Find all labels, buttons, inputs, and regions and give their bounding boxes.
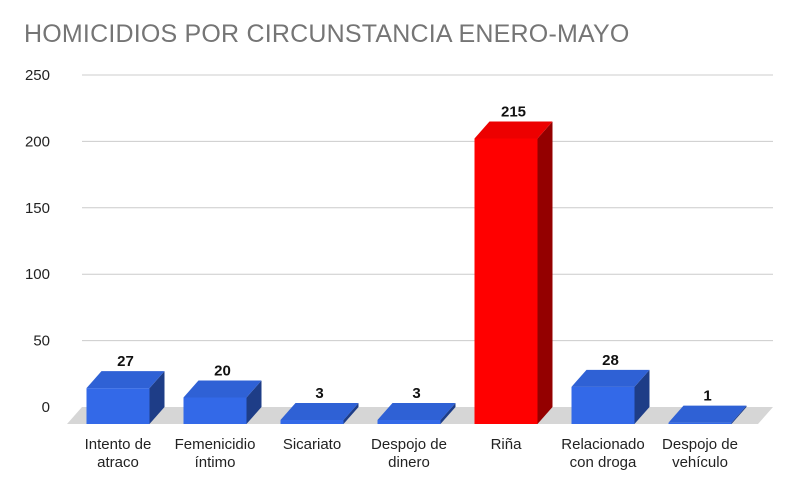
bar-front-face	[280, 420, 344, 424]
bar-side-face	[537, 121, 553, 424]
bar-top-face	[280, 403, 359, 421]
y-tick-label: 100	[25, 266, 50, 283]
data-label: 1	[703, 388, 711, 405]
bar-front-face	[571, 386, 635, 424]
gridlines	[82, 74, 773, 342]
chart-title: HOMICIDIOS POR CIRCUNSTANCIA ENERO-MAYO	[24, 20, 630, 48]
bar-top-face	[183, 380, 262, 398]
bar-side-face	[246, 380, 262, 424]
data-label: 3	[412, 385, 420, 402]
bar-top-face	[86, 371, 165, 389]
bar-top-face	[474, 121, 553, 139]
data-label: 28	[602, 352, 619, 369]
y-tick-label: 0	[42, 399, 50, 416]
bar	[474, 121, 553, 425]
bar-side-face	[343, 403, 359, 424]
bar-side-face	[149, 371, 165, 424]
x-tick-label: Intento de atraco	[85, 436, 152, 471]
data-label: 215	[501, 103, 526, 120]
y-tick-label: 150	[25, 200, 50, 217]
bar-top-face	[377, 403, 456, 421]
x-tick-label: Despojo de vehículo	[662, 436, 738, 471]
data-label: 20	[214, 362, 231, 379]
y-tick-label: 200	[25, 133, 50, 150]
bar	[668, 405, 747, 424]
y-axis-ticks: 0 50 100 150 200 250	[25, 67, 50, 416]
bar	[86, 371, 165, 424]
data-labels: 27 20 3 3 215 28 1	[117, 103, 712, 404]
x-axis-labels: Intento de atraco Femenicidio íntimo Sicaria…	[85, 436, 738, 471]
bar-front-face	[474, 138, 538, 425]
bar-front-face	[183, 397, 247, 424]
x-tick-label: Riña	[491, 436, 523, 453]
data-label: 27	[117, 353, 134, 370]
bar-side-face	[731, 405, 747, 424]
bar-top-face	[668, 405, 747, 423]
bar	[183, 380, 262, 424]
bar-side-face	[634, 369, 650, 424]
x-tick-label: Relacionado con droga	[561, 436, 644, 471]
y-tick-label: 250	[25, 67, 50, 84]
y-tick-label: 50	[33, 333, 50, 350]
x-tick-label: Despojo de dinero	[371, 436, 447, 471]
bar-front-face	[86, 388, 150, 424]
bar-front-face	[668, 422, 732, 424]
data-label: 3	[315, 385, 323, 402]
bar-top-face	[571, 369, 650, 387]
bar	[571, 369, 650, 424]
bar-front-face	[377, 420, 441, 424]
bar	[377, 403, 456, 424]
bars	[86, 121, 747, 425]
bar-side-face	[440, 403, 456, 424]
bar	[280, 403, 359, 424]
x-tick-label: Femenicidio íntimo	[175, 436, 256, 471]
x-tick-label: Sicariato	[283, 436, 341, 453]
